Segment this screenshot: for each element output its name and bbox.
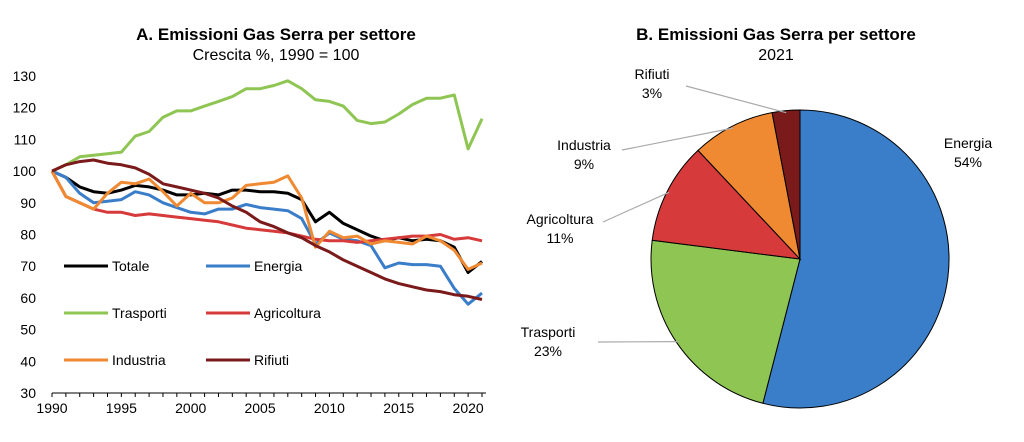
- pie-value-agricoltura: 11%: [547, 230, 574, 246]
- y-tick-label: 130: [13, 68, 37, 84]
- x-tick-label: 1995: [106, 400, 137, 416]
- pie-leader-line: [602, 191, 670, 223]
- y-tick-label: 70: [20, 258, 36, 274]
- pie-value-industria: 9%: [574, 156, 594, 172]
- line-chart-subtitle: Crescita %, 1990 = 100: [193, 47, 360, 64]
- pie-chart: Energia 54% Trasporti 23% Agricoltura 11% Indu…: [521, 66, 992, 409]
- legend-label-agricoltura: Agricoltura: [254, 305, 321, 321]
- pie-chart-subtitle: 2021: [758, 47, 794, 64]
- series-line-rifiuti: [51, 158, 483, 301]
- series-line-industria: [50, 170, 483, 271]
- pie-label-agricoltura: Agricoltura: [527, 211, 594, 227]
- legend-label-energia: Energia: [254, 258, 302, 274]
- y-tick-label: 110: [14, 131, 37, 147]
- y-tick-label: 90: [20, 195, 36, 211]
- y-tick-label: 30: [20, 385, 36, 401]
- legend-label-industria: Industria: [112, 352, 166, 368]
- pie-label-industria: Industria: [557, 137, 611, 153]
- pie-leader-line: [621, 127, 734, 151]
- y-tick-label: 60: [20, 290, 36, 306]
- pie-slice-rifiuti: [771, 109, 801, 260]
- pie-value-rifiuti: 3%: [642, 85, 662, 101]
- y-tick-label: 40: [20, 353, 36, 369]
- line-chart: 1990 1995 2000 2005 2010 2015 2020 30 40 50 60 70 80…: [13, 68, 486, 416]
- y-tick-label: 80: [20, 227, 36, 243]
- x-tick-label: 2010: [314, 400, 345, 416]
- series-line-energia: [51, 169, 483, 306]
- pie-slice-energia: [762, 109, 950, 409]
- y-tick-label: 50: [20, 322, 36, 338]
- x-tick-label: 1990: [36, 400, 67, 416]
- legend-label-trasporti: Trasporti: [112, 305, 167, 321]
- pie-slice-agricoltura: [651, 149, 802, 260]
- series-line-trasporti: [51, 79, 484, 173]
- pie-label-trasporti: Trasporti: [521, 324, 576, 340]
- pie-value-trasporti: 23%: [534, 343, 562, 359]
- series-line-agricoltura: [50, 170, 483, 244]
- pie-slice-trasporti: [650, 239, 801, 404]
- legend-label-totale: Totale: [112, 258, 150, 274]
- x-tick-label: 2020: [453, 400, 484, 416]
- pie-slice-industria: [697, 112, 801, 261]
- x-tick-label: 2000: [175, 400, 206, 416]
- pie-leader-line: [685, 85, 787, 114]
- x-tick-label: 2005: [244, 400, 275, 416]
- pie-chart-title: B. Emissioni Gas Serra per settore: [636, 25, 916, 44]
- pie-label-rifiuti: Rifiuti: [634, 66, 669, 82]
- series-line-totale: [51, 169, 483, 274]
- y-tick-label: 120: [13, 100, 37, 116]
- line-chart-title: A. Emissioni Gas Serra per settore: [136, 25, 416, 44]
- pie-label-energia: Energia: [944, 135, 992, 151]
- x-tick-label: 2015: [383, 400, 414, 416]
- legend-label-rifiuti: Rifiuti: [254, 352, 289, 368]
- pie-value-energia: 54%: [954, 154, 982, 170]
- y-tick-label: 100: [13, 163, 37, 179]
